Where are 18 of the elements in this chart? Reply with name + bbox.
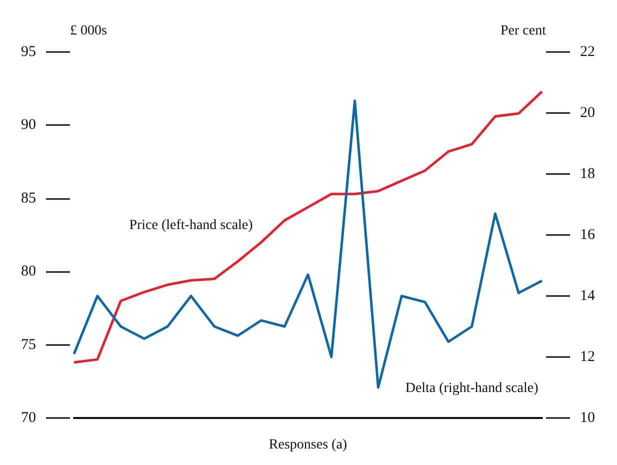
series-label: Delta (right-hand scale) — [405, 381, 539, 396]
series-label: Price (left-hand scale) — [129, 218, 254, 233]
y-tick-label: 75 — [21, 336, 36, 353]
y2-tick-label: 16 — [580, 227, 596, 243]
y2-tick-label: 20 — [580, 105, 595, 121]
y2-axis-title: Per cent — [500, 24, 546, 38]
y2-tick-label: 22 — [580, 44, 595, 60]
x-axis-title: Responses (a) — [268, 438, 348, 452]
y-tick-label: 90 — [21, 117, 36, 134]
y-axis-title: £ 000s — [70, 24, 107, 38]
y2-tick-label: 12 — [580, 349, 595, 365]
y2-tick-label: 10 — [580, 410, 595, 426]
y-tick-label: 95 — [21, 44, 36, 60]
y2-tick-label: 18 — [580, 166, 595, 182]
y2-tick-label: 14 — [580, 288, 596, 304]
y-tick-label: 85 — [21, 190, 36, 206]
y-tick-label: 80 — [21, 264, 36, 280]
y-tick-label: 70 — [21, 410, 36, 426]
